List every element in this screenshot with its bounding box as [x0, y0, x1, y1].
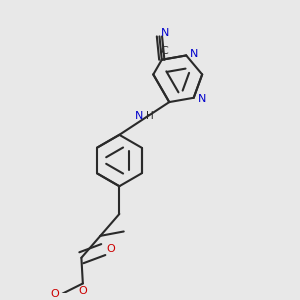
Text: N: N — [190, 49, 199, 59]
Text: C: C — [161, 46, 169, 56]
Text: O: O — [79, 286, 87, 296]
Text: O: O — [51, 289, 59, 299]
Text: N: N — [134, 111, 143, 121]
Text: H: H — [146, 111, 154, 121]
Text: N: N — [160, 28, 169, 38]
Text: N: N — [198, 94, 206, 104]
Text: O: O — [106, 244, 115, 254]
